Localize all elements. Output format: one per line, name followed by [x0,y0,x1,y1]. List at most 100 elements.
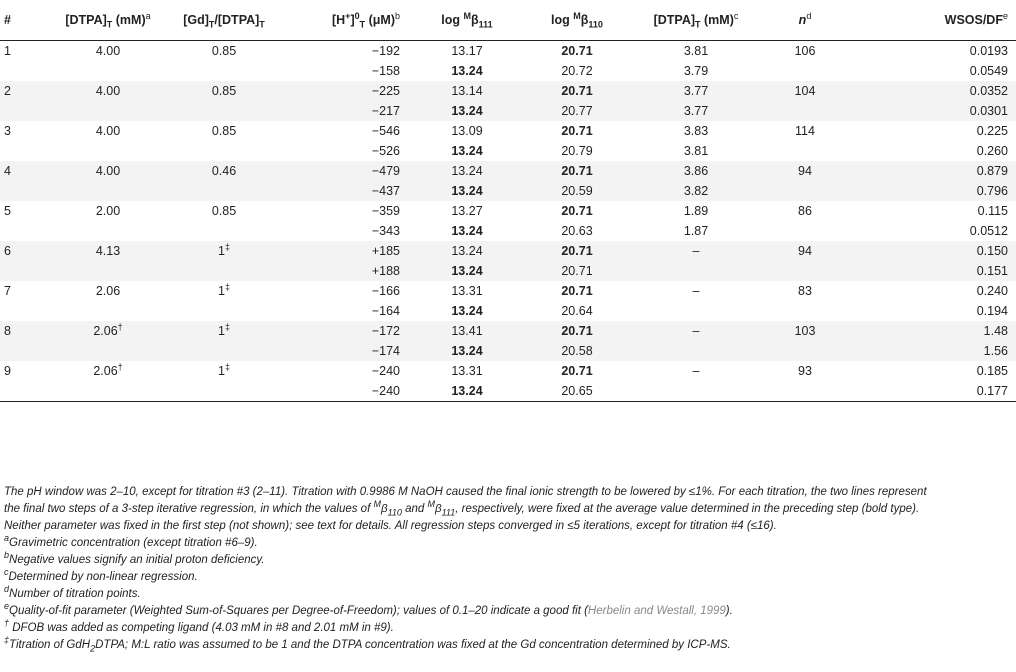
cell-n-points [760,180,850,201]
cell-wsos-df: 0.260 [850,140,1016,161]
cell-log-beta111: 13.31 [412,280,522,301]
cell-log-beta111: 13.09 [412,120,522,141]
footnote-b: bNegative values signify an initial prot… [4,550,265,566]
cell-dtpa-total: 2.00 [56,200,160,221]
cell-n-points [760,340,850,361]
cell-index: 9 [0,360,56,381]
header-dtpa-total: [DTPA]T (mM)a [65,10,151,30]
cell-proton-conc: −359 [288,200,412,221]
cell-dtpa-fit: – [632,240,760,261]
table-row: −437 13.24 20.59 3.82 0.796 [0,180,1016,201]
cell-dtpa-total: 2.06 [56,280,160,301]
cell-n-points [760,380,850,402]
cell-log-beta110: 20.71 [522,260,632,281]
table-row: −174 13.24 20.58 1.56 [0,340,1016,361]
cell-dtpa-total [56,260,160,281]
cell-wsos-df: 0.150 [850,240,1016,261]
cell-log-beta110: 20.71 [522,200,632,221]
footnote-main-line1: The pH window was 2–10, except for titra… [4,486,927,498]
cell-dtpa-total [56,220,160,241]
cell-dtpa-fit [632,380,760,402]
cell-log-beta111: 13.24 [412,140,522,161]
table-row: −158 13.24 20.72 3.79 0.0549 [0,60,1016,81]
cell-log-beta111: 13.14 [412,80,522,101]
cell-index [0,60,56,81]
cell-dtpa-total [56,180,160,201]
table-row: 4 4.00 0.46 −479 13.24 20.71 3.86 94 0.879 [0,160,1016,181]
cell-dtpa-total [56,380,160,402]
cell-n-points [760,100,850,121]
cell-proton-conc: −166 [288,280,412,301]
table-row: 2 4.00 0.85 −225 13.14 20.71 3.77 104 0.0352 [0,80,1016,101]
cell-gd-dtpa-ratio [160,180,288,201]
cell-log-beta111: 13.41 [412,320,522,341]
cell-n-points: 93 [760,360,850,381]
cell-wsos-df: 1.56 [850,340,1016,361]
cell-dtpa-total: 4.00 [56,39,160,61]
footnote-c: cDetermined by non-linear regression. [4,567,198,583]
cell-log-beta111: 13.24 [412,260,522,281]
table-row: −526 13.24 20.79 3.81 0.260 [0,140,1016,161]
cell-proton-conc: −174 [288,340,412,361]
cell-gd-dtpa-ratio: 1‡ [160,320,288,341]
cell-log-beta111: 13.17 [412,39,522,61]
cell-gd-dtpa-ratio [160,300,288,321]
cell-gd-dtpa-ratio [160,340,288,361]
cell-dtpa-total [56,340,160,361]
table-row: +188 13.24 20.71 0.151 [0,260,1016,281]
cell-log-beta110: 20.77 [522,100,632,121]
cell-gd-dtpa-ratio [160,260,288,281]
cell-index [0,300,56,321]
cell-wsos-df: 0.177 [850,380,1016,402]
footnote-d: dNumber of titration points. [4,584,141,600]
header-proton-conc: [H+]0T (μM)b [331,10,400,30]
cell-proton-conc: −164 [288,300,412,321]
table-row: −164 13.24 20.64 0.194 [0,300,1016,321]
cell-gd-dtpa-ratio [160,220,288,241]
cell-n-points [760,260,850,281]
cell-index [0,340,56,361]
cell-dtpa-fit: 1.87 [632,220,760,241]
cell-index: 3 [0,120,56,141]
cell-proton-conc: −526 [288,140,412,161]
cell-dtpa-fit: 3.81 [632,140,760,161]
cell-proton-conc: −546 [288,120,412,141]
cell-proton-conc: +188 [288,260,412,281]
cell-log-beta110: 20.71 [522,280,632,301]
cell-log-beta110: 20.72 [522,60,632,81]
cell-index: 2 [0,80,56,101]
cell-gd-dtpa-ratio [160,100,288,121]
cell-gd-dtpa-ratio: 0.46 [160,160,288,181]
cell-wsos-df: 0.0193 [850,39,1016,61]
cell-gd-dtpa-ratio: 1‡ [160,240,288,261]
cell-log-beta110: 20.71 [522,120,632,141]
cell-dtpa-fit: 3.77 [632,100,760,121]
cell-log-beta111: 13.31 [412,360,522,381]
header-gd-dtpa-ratio: [Gd]T/[DTPA]T [183,12,265,30]
cell-log-beta111: 13.24 [412,300,522,321]
header-row: # [DTPA]T (mM)a [Gd]T/[DTPA]T [H+]0T (μM… [0,0,1016,40]
table-row: 6 4.13 1‡ +185 13.24 20.71–94 0.150 [0,240,1016,261]
cell-index [0,140,56,161]
table-row: −217 13.24 20.77 3.77 0.0301 [0,100,1016,121]
cell-proton-conc: −343 [288,220,412,241]
cell-dtpa-total: 2.06† [56,360,160,381]
footnote-dagger: † DFOB was added as competing ligand (4.… [4,618,394,634]
cell-gd-dtpa-ratio: 0.85 [160,120,288,141]
cell-n-points [760,300,850,321]
table-footnotes: The pH window was 2–10, except for titra… [4,484,1012,654]
cell-dtpa-total [56,300,160,321]
cell-log-beta110: 20.71 [522,160,632,181]
cell-wsos-df: 0.0352 [850,80,1016,101]
cell-n-points: 94 [760,160,850,181]
cell-log-beta110: 20.71 [522,360,632,381]
citation-link[interactable]: Herbelin and Westall, 1999 [587,605,726,617]
cell-dtpa-fit: 3.77 [632,80,760,101]
table-row: −240 13.24 20.65 0.177 [0,380,1016,402]
cell-n-points: 114 [760,120,850,141]
table-row: 1 4.00 0.85 −192 13.17 20.71 3.81 106 0.0193 [0,39,1016,61]
cell-n-points: 104 [760,80,850,101]
table-row: 7 2.06 1‡ −166 13.31 20.71–83 0.240 [0,280,1016,301]
header-log-beta111: log Mβ111 [441,10,493,30]
cell-log-beta110: 20.79 [522,140,632,161]
